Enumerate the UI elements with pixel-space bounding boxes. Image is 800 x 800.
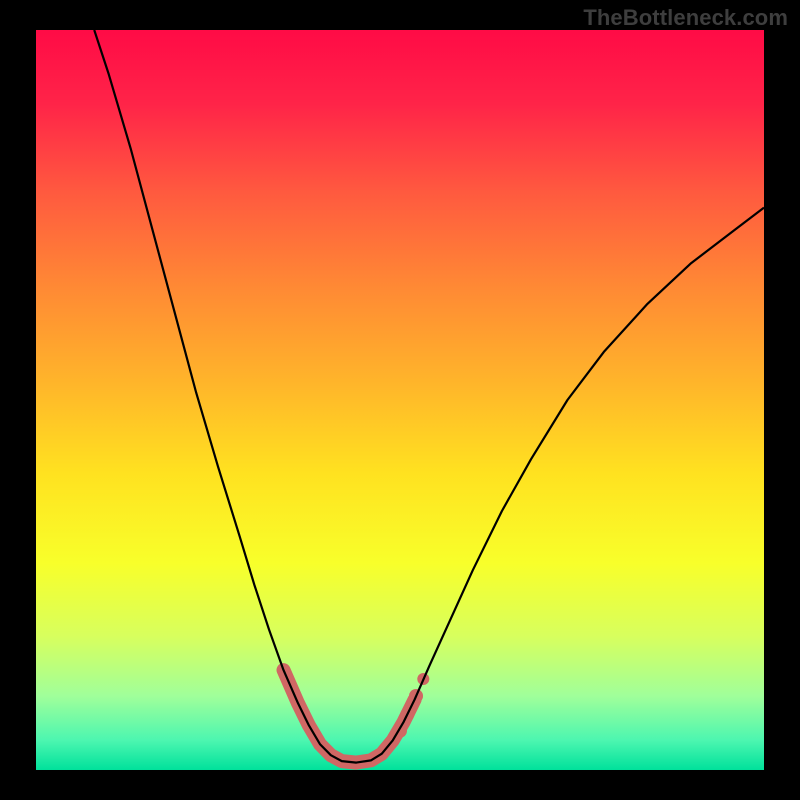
stage: TheBottleneck.com [0, 0, 800, 800]
chart-svg [0, 0, 800, 800]
watermark-text: TheBottleneck.com [583, 5, 788, 31]
plot-background [36, 30, 764, 770]
